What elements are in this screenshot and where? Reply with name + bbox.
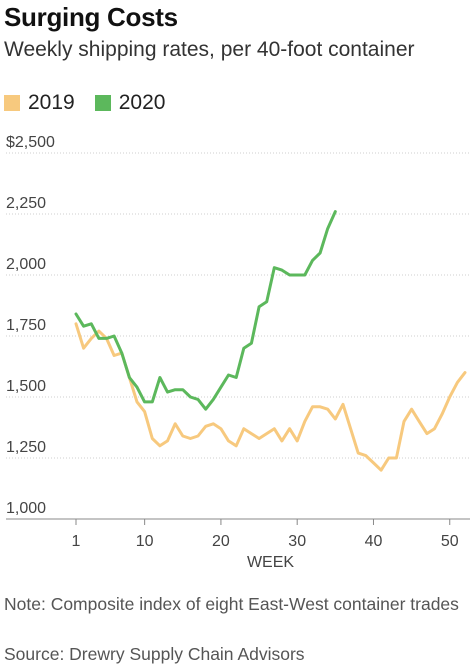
y-tick-label: 1,250 bbox=[6, 439, 46, 456]
x-tick-label: 50 bbox=[441, 533, 459, 550]
series-line-2020 bbox=[74, 210, 337, 411]
chart-subtitle: Weekly shipping rates, per 40-foot conta… bbox=[4, 38, 415, 61]
x-axis-label: WEEK bbox=[247, 554, 294, 571]
x-tick-label: 20 bbox=[212, 533, 230, 550]
y-tick-label: 1,500 bbox=[6, 378, 46, 395]
x-tick-label: 40 bbox=[365, 533, 383, 550]
line-chart: 1,000 1,250 1,500 1,750 2,000 2,250 $2,500 1 10 2… bbox=[6, 134, 470, 571]
y-tick-label: 2,000 bbox=[6, 256, 46, 273]
series-line-2019 bbox=[74, 322, 467, 472]
legend: 2019 2020 bbox=[4, 91, 185, 115]
chart-title: Surging Costs bbox=[4, 2, 178, 32]
x-tick-label: 30 bbox=[288, 533, 306, 550]
legend-label-2020: 2020 bbox=[118, 91, 166, 114]
y-tick-label: 1,750 bbox=[6, 317, 46, 334]
x-tick-label: 1 bbox=[72, 533, 81, 550]
y-tick-label: 1,000 bbox=[6, 500, 46, 517]
y-tick-label: 2,250 bbox=[6, 195, 46, 212]
legend-label-2019: 2019 bbox=[28, 91, 75, 114]
legend-item-2020: 2020 bbox=[94, 91, 166, 115]
y-tick-label: $2,500 bbox=[6, 134, 55, 151]
x-tick-label: 10 bbox=[136, 533, 154, 550]
legend-swatch-2019 bbox=[4, 95, 20, 111]
legend-swatch-2020 bbox=[94, 95, 111, 111]
legend-item-2019: 2019 bbox=[4, 91, 75, 115]
chart-note: Note: Composite index of eight East-West… bbox=[4, 594, 459, 614]
chart-source: Source: Drewry Supply Chain Advisors bbox=[4, 644, 305, 664]
